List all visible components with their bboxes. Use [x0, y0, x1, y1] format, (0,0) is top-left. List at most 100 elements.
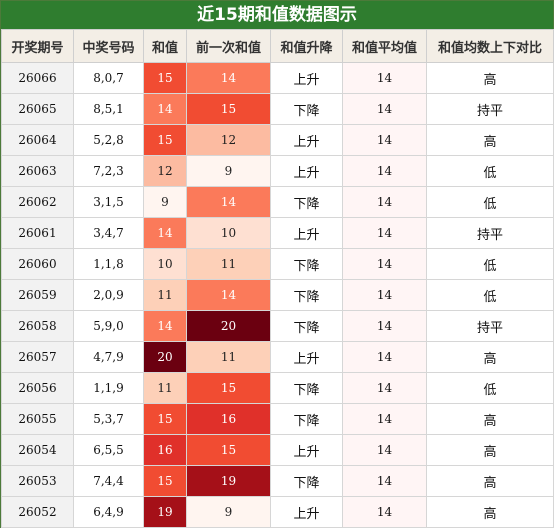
cell-compare: 低: [426, 248, 554, 280]
cell-prev-sum: 9: [186, 496, 271, 528]
cell-issue: 26062: [1, 186, 74, 218]
cell-trend: 上升: [270, 155, 343, 187]
cell-prev-sum: 15: [186, 372, 271, 404]
cell-numbers: 7,4,4: [73, 465, 144, 497]
cell-numbers: 5,9,0: [73, 310, 144, 342]
cell-issue: 26058: [1, 310, 74, 342]
cell-average: 14: [342, 310, 427, 342]
table-row: 26055 5,3,7 15 16 下降 14 高: [1, 403, 554, 435]
cell-numbers: 5,3,7: [73, 403, 144, 435]
cell-sum: 11: [143, 372, 187, 404]
cell-average: 14: [342, 248, 427, 280]
cell-issue: 26066: [1, 62, 74, 94]
cell-prev-sum: 15: [186, 434, 271, 466]
cell-sum: 20: [143, 341, 187, 373]
cell-numbers: 6,5,5: [73, 434, 144, 466]
cell-issue: 26065: [1, 93, 74, 125]
cell-trend: 下降: [270, 279, 343, 311]
cell-trend: 上升: [270, 341, 343, 373]
cell-trend: 下降: [270, 248, 343, 280]
cell-trend: 上升: [270, 217, 343, 249]
cell-compare: 持平: [426, 93, 554, 125]
cell-trend: 下降: [270, 465, 343, 497]
cell-sum: 11: [143, 279, 187, 311]
cell-compare: 持平: [426, 217, 554, 249]
cell-numbers: 7,2,3: [73, 155, 144, 187]
cell-sum: 15: [143, 465, 187, 497]
cell-trend: 下降: [270, 93, 343, 125]
cell-sum: 14: [143, 310, 187, 342]
cell-issue: 26063: [1, 155, 74, 187]
table-row: 26056 1,1,9 11 15 下降 14 低: [1, 372, 554, 404]
cell-trend: 下降: [270, 372, 343, 404]
cell-issue: 26056: [1, 372, 74, 404]
header-compare: 和值均数上下对比: [426, 29, 554, 63]
table-row: 26053 7,4,4 15 19 下降 14 高: [1, 465, 554, 497]
cell-average: 14: [342, 186, 427, 218]
cell-prev-sum: 16: [186, 403, 271, 435]
cell-compare: 低: [426, 372, 554, 404]
table-row: 26062 3,1,5 9 14 下降 14 低: [1, 186, 554, 218]
cell-issue: 26055: [1, 403, 74, 435]
cell-numbers: 6,4,9: [73, 496, 144, 528]
cell-trend: 下降: [270, 403, 343, 435]
cell-compare: 高: [426, 403, 554, 435]
cell-compare: 持平: [426, 310, 554, 342]
header-sum: 和值: [143, 29, 187, 63]
cell-prev-sum: 20: [186, 310, 271, 342]
cell-compare: 低: [426, 186, 554, 218]
cell-average: 14: [342, 279, 427, 311]
cell-trend: 下降: [270, 310, 343, 342]
cell-issue: 26054: [1, 434, 74, 466]
cell-average: 14: [342, 62, 427, 94]
cell-issue: 26061: [1, 217, 74, 249]
cell-sum: 15: [143, 403, 187, 435]
cell-sum: 19: [143, 496, 187, 528]
cell-numbers: 3,4,7: [73, 217, 144, 249]
cell-trend: 上升: [270, 434, 343, 466]
cell-issue: 26060: [1, 248, 74, 280]
cell-sum: 14: [143, 93, 187, 125]
cell-prev-sum: 11: [186, 341, 271, 373]
cell-numbers: 3,1,5: [73, 186, 144, 218]
cell-issue: 26057: [1, 341, 74, 373]
cell-compare: 高: [426, 124, 554, 156]
cell-sum: 15: [143, 124, 187, 156]
cell-trend: 上升: [270, 62, 343, 94]
table-body: 26066 8,0,7 15 14 上升 14 高 26065 8,5,1 14 15 下降 14 持平 2…: [1, 62, 554, 528]
cell-issue: 26052: [1, 496, 74, 528]
cell-sum: 12: [143, 155, 187, 187]
header-numbers: 中奖号码: [73, 29, 144, 63]
table-row: 26059 2,0,9 11 14 下降 14 低: [1, 279, 554, 311]
cell-prev-sum: 14: [186, 186, 271, 218]
cell-average: 14: [342, 341, 427, 373]
cell-compare: 高: [426, 496, 554, 528]
cell-average: 14: [342, 403, 427, 435]
cell-numbers: 4,7,9: [73, 341, 144, 373]
table-row: 26064 5,2,8 15 12 上升 14 高: [1, 124, 554, 156]
cell-average: 14: [342, 93, 427, 125]
cell-numbers: 5,2,8: [73, 124, 144, 156]
cell-compare: 高: [426, 465, 554, 497]
cell-average: 14: [342, 434, 427, 466]
cell-numbers: 2,0,9: [73, 279, 144, 311]
cell-sum: 9: [143, 186, 187, 218]
table-row: 26060 1,1,8 10 11 下降 14 低: [1, 248, 554, 280]
table-row: 26057 4,7,9 20 11 上升 14 高: [1, 341, 554, 373]
cell-average: 14: [342, 465, 427, 497]
panel-title: 近15期和值数据图示: [1, 1, 553, 29]
table-header-row: 开奖期号 中奖号码 和值 前一次和值 和值升降 和值平均值 和值均数上下对比: [1, 29, 554, 63]
header-average: 和值平均值: [342, 29, 427, 63]
cell-compare: 低: [426, 279, 554, 311]
cell-average: 14: [342, 124, 427, 156]
cell-issue: 26053: [1, 465, 74, 497]
cell-numbers: 1,1,8: [73, 248, 144, 280]
table-row: 26065 8,5,1 14 15 下降 14 持平: [1, 93, 554, 125]
cell-average: 14: [342, 496, 427, 528]
cell-issue: 26059: [1, 279, 74, 311]
header-issue: 开奖期号: [1, 29, 74, 63]
table-row: 26054 6,5,5 16 15 上升 14 高: [1, 434, 554, 466]
sum-data-table: 开奖期号 中奖号码 和值 前一次和值 和值升降 和值平均值 和值均数上下对比 2…: [1, 29, 554, 528]
cell-issue: 26064: [1, 124, 74, 156]
